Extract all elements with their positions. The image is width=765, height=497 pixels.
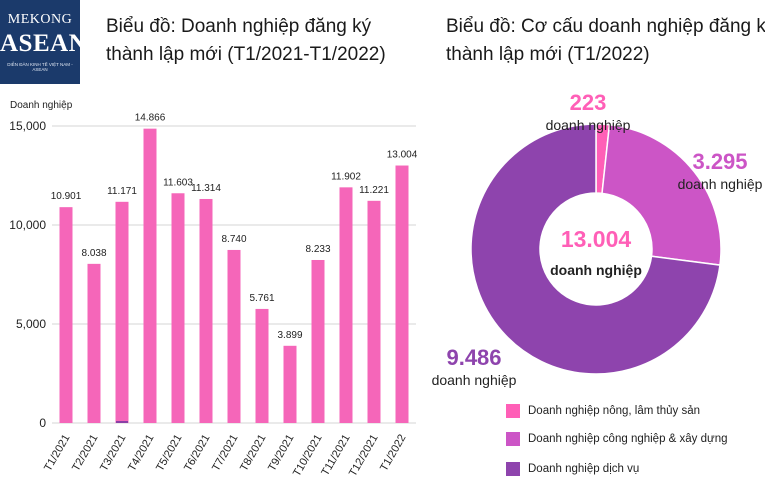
x-tick-label: T8/2021 — [238, 433, 269, 474]
slice-industry — [601, 123, 722, 266]
data-label: 8.740 — [221, 234, 246, 245]
bar-T8/2021 — [255, 308, 269, 423]
x-tick-label: T5/2021 — [154, 433, 185, 474]
slice-service — [470, 123, 721, 375]
donut-chart-title-line-2: thành lập mới (T1/2022) — [446, 44, 650, 65]
bar-chart: Doanh nghiệp 0 5,000 10,000 15,000 10.901 T1/2… — [9, 100, 418, 479]
donut-chart: 13.004 doanh nghiệp 223 doanh nghiệp 3.295 do… — [432, 90, 763, 388]
unit-label-agriculture: doanh nghiệp — [546, 117, 631, 133]
legend-label-industry: Doanh nghiệp công nghiệp & xây dựng — [528, 433, 728, 445]
x-tick-label: T6/2021 — [182, 433, 213, 474]
bar-T1/2021 — [59, 207, 73, 423]
bar-T9/2021 — [283, 345, 297, 423]
data-label: 3.899 — [277, 330, 302, 341]
y-tick-label: 5,000 — [16, 317, 46, 331]
x-tick-label: T4/2021 — [126, 433, 157, 474]
y-axis-label: Doanh nghiệp — [10, 100, 73, 111]
y-tick-label: 15,000 — [9, 119, 46, 133]
data-label: 14.866 — [135, 113, 166, 124]
data-label: 11.902 — [331, 171, 361, 182]
logo: MEKONG ASEAN DIỄN ĐÀN KINH TẾ VIỆT NAM -… — [0, 0, 88, 84]
x-tick-label: T1/2021 — [42, 433, 73, 474]
data-label: 11.221 — [359, 185, 389, 196]
x-tick-label: T1/2022 — [378, 433, 409, 474]
legend-swatch-industry — [506, 432, 520, 446]
donut-chart-title: Biểu đồ: Cơ cấu doanh nghiệp đăng ký thà… — [446, 13, 765, 69]
data-label: 8.038 — [81, 248, 106, 259]
legend-swatch-agriculture — [506, 404, 520, 418]
x-tick-label: T9/2021 — [266, 433, 297, 474]
logo-line-2: ASEAN — [0, 30, 88, 57]
x-tick-label: T2/2021 — [70, 433, 101, 474]
unit-label-industry: doanh nghiệp — [678, 176, 763, 192]
logo-line-1: MEKONG — [7, 12, 73, 27]
bar-T3/2021 — [115, 201, 129, 423]
y-tick-label: 10,000 — [9, 218, 46, 232]
bar-T12/2021 — [367, 200, 381, 423]
data-label: 11.314 — [191, 183, 221, 194]
center-label: doanh nghiệp — [550, 262, 642, 278]
bar-T2/2021 — [87, 263, 101, 423]
donut-chart-title-line-1: Biểu đồ: Cơ cấu doanh nghiệp đăng ký — [446, 16, 765, 37]
data-label: 11.603 — [163, 177, 193, 188]
y-tick-label: 0 — [39, 416, 46, 430]
bar-T5/2021 — [171, 193, 185, 423]
bar-T6/2021 — [199, 198, 213, 423]
unit-label-service: doanh nghiệp — [432, 372, 517, 388]
value-label-industry: 3.295 — [692, 149, 747, 174]
legend-swatch-service — [506, 462, 520, 476]
x-tick-label: T3/2021 — [98, 433, 129, 474]
legend-label-service: Doanh nghiệp dịch vụ — [528, 463, 640, 475]
data-label: 5.761 — [249, 293, 274, 304]
bar-T4/2021 — [143, 128, 157, 423]
bar-chart-title-line-1: Biểu đồ: Doanh nghiệp đăng ký — [106, 16, 372, 37]
bar-chart-title-line-2: thành lập mới (T1/2021-T1/2022) — [106, 44, 386, 65]
data-label: 11.171 — [107, 186, 137, 197]
value-label-service: 9.486 — [446, 345, 501, 370]
legend-label-agriculture: Doanh nghiệp nông, lâm thủy sản — [528, 405, 700, 417]
data-label: 8.233 — [305, 244, 330, 255]
data-label: 10.901 — [51, 191, 82, 202]
baseline-marker — [116, 421, 128, 423]
x-tick-label: T7/2021 — [210, 433, 241, 474]
value-label-agriculture: 223 — [570, 90, 607, 115]
logo-tagline: DIỄN ĐÀN KINH TẾ VIỆT NAM - ASEAN — [7, 62, 73, 72]
bar-T11/2021 — [339, 187, 353, 423]
bar-T1/2022 — [395, 165, 409, 423]
data-label: 13.004 — [387, 150, 418, 161]
center-value: 13.004 — [561, 226, 632, 252]
bar-T7/2021 — [227, 249, 241, 423]
bar-T10/2021 — [311, 259, 325, 423]
bar-chart-title: Biểu đồ: Doanh nghiệp đăng ký thành lập … — [106, 13, 386, 69]
